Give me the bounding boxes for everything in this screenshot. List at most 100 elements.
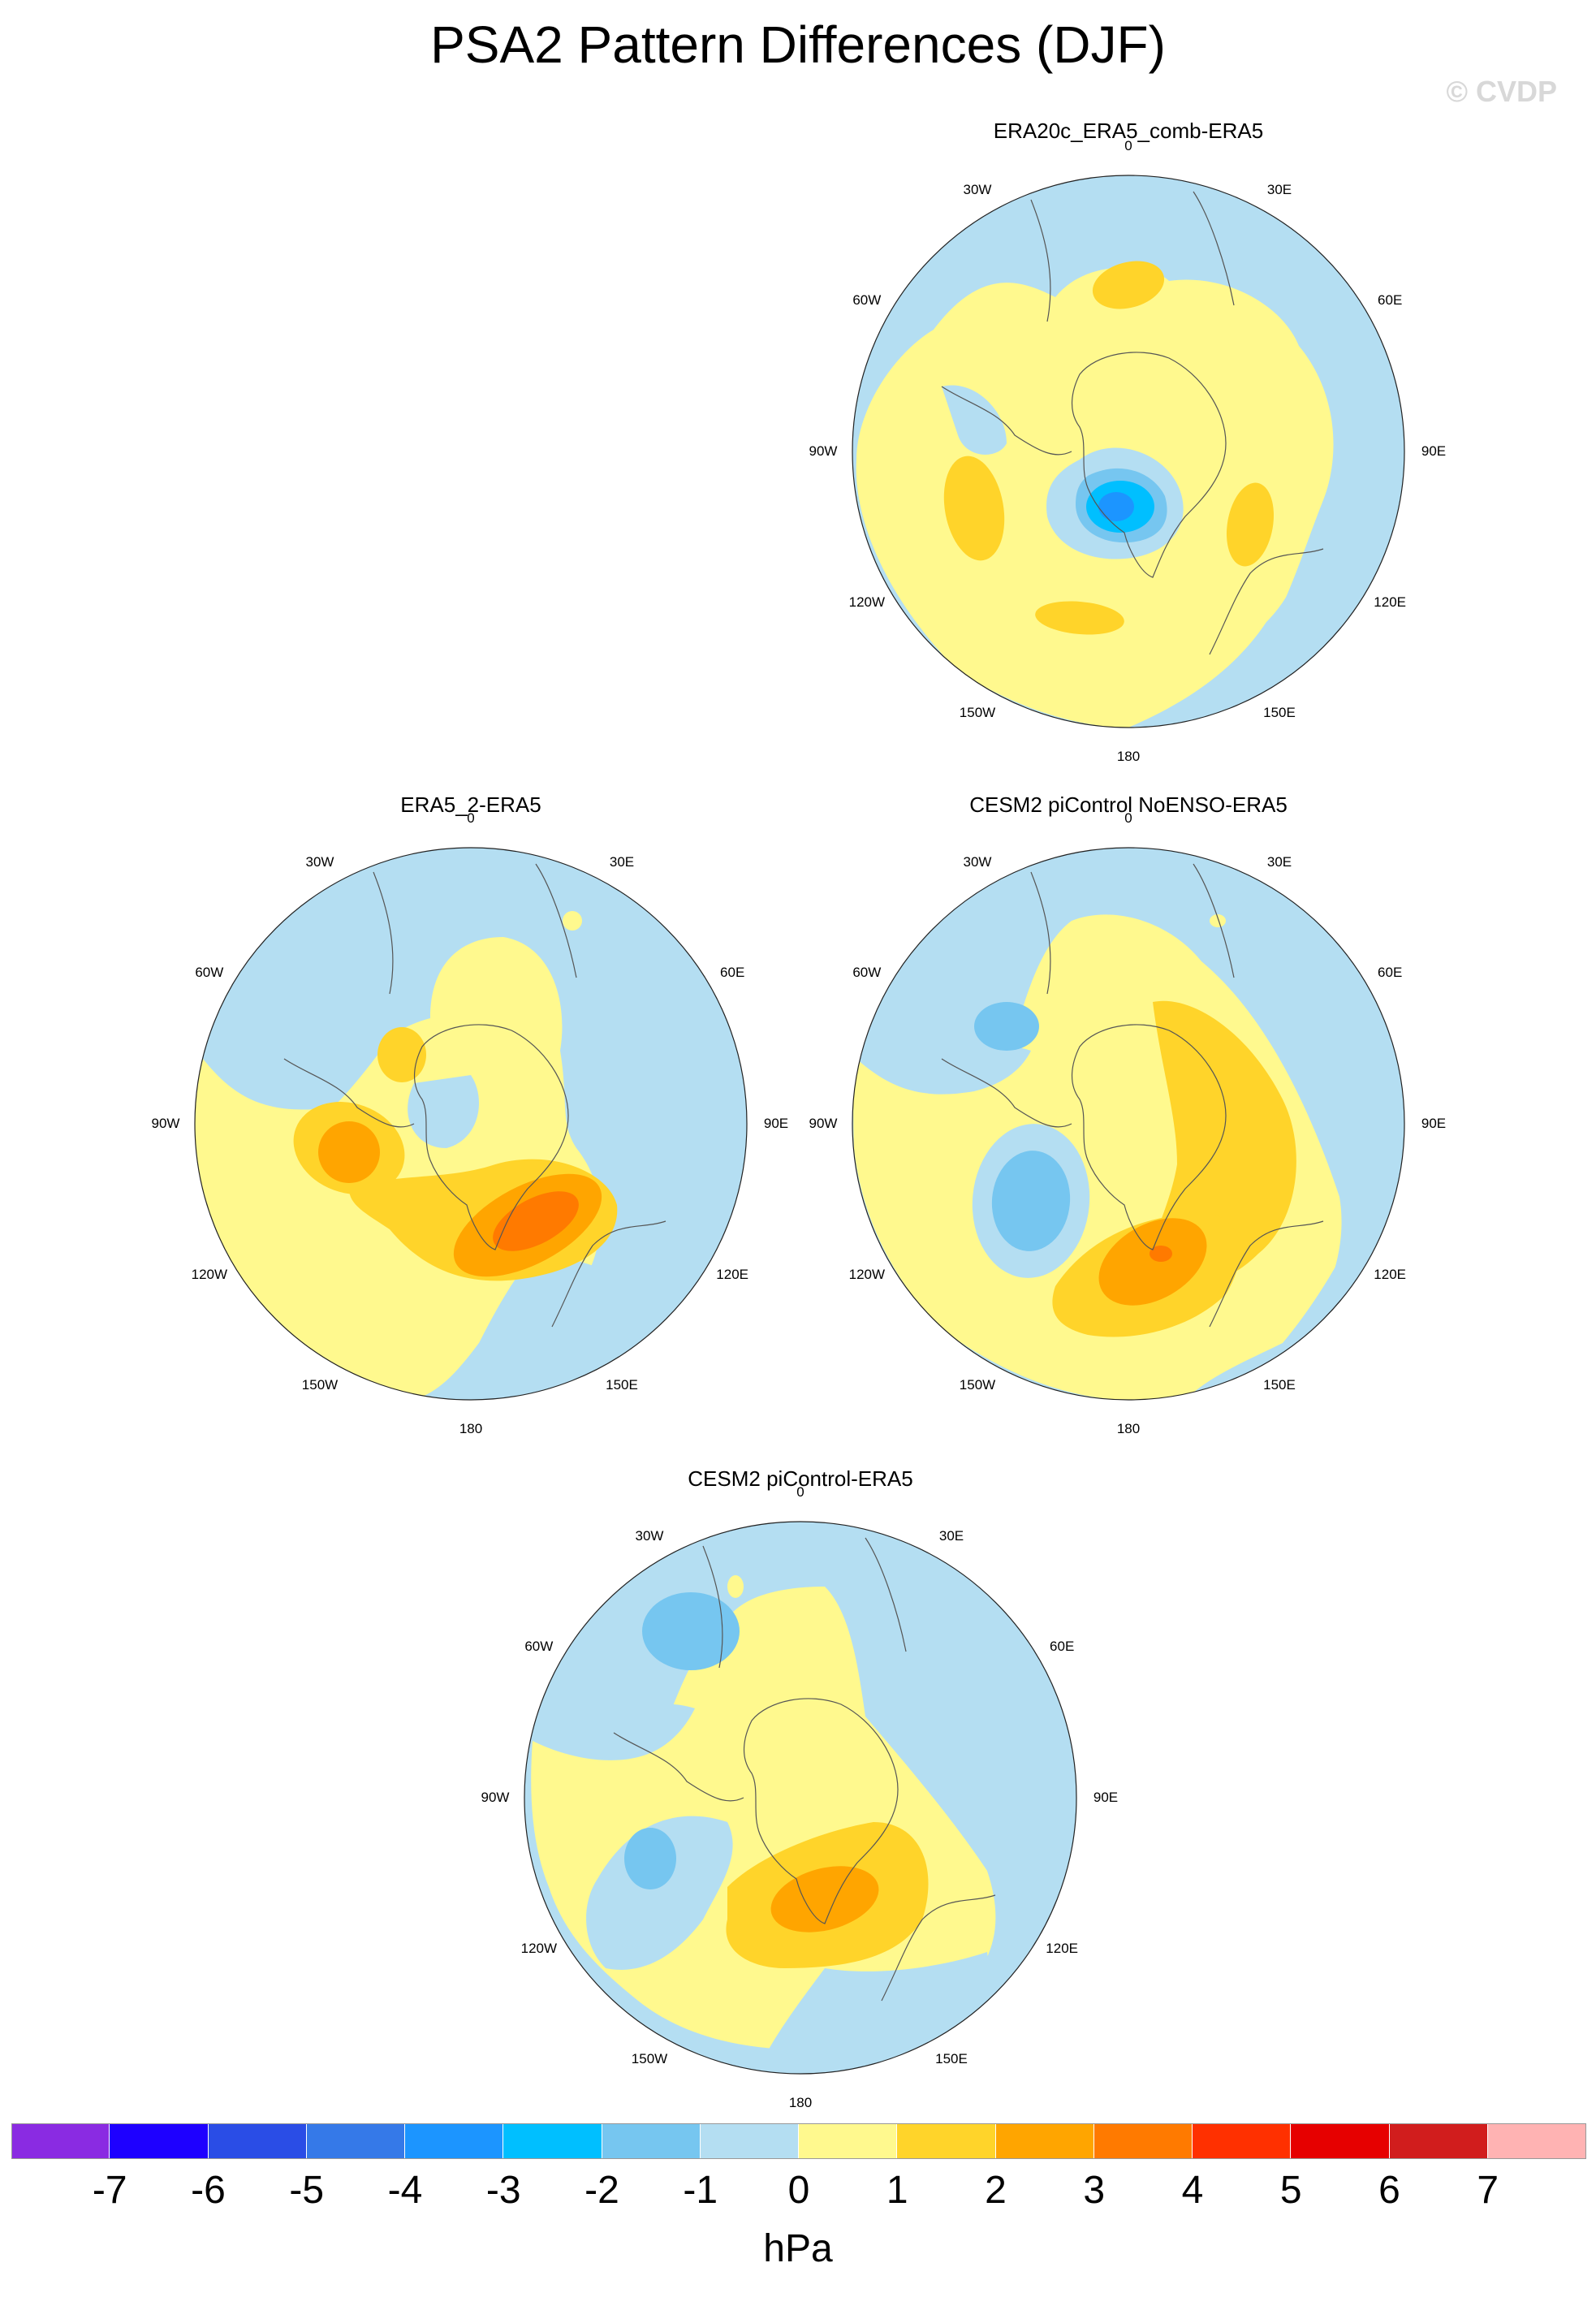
coastline [1193,863,1235,978]
longitude-label: 120W [191,1267,228,1282]
coastline [551,1220,666,1328]
colorbar-box [700,2123,799,2159]
colorbar-tick-label: -6 [191,2169,226,2212]
longitude-label: 120W [848,1267,886,1282]
longitude-label: 150E [606,1377,638,1393]
contour-region [1210,914,1226,927]
longitude-label: 120E [1046,1941,1079,1956]
longitude-label: 120W [520,1941,558,1956]
longitude-label: 30E [1266,181,1292,197]
longitude-label: 30W [305,853,334,870]
polar-map-cesm2-noenso [852,847,1405,1401]
longitude-label: 90W [151,1116,180,1131]
longitude-label: 150W [959,1377,996,1393]
colorbar-tick-label: -4 [387,2169,423,2212]
longitude-label: 150E [1263,705,1296,721]
longitude-label: 90E [1093,1790,1119,1805]
coastline [881,1894,996,2002]
longitude-label: 30W [963,181,992,197]
colorbar-box [1193,2123,1292,2159]
longitude-label: 90W [809,1116,838,1131]
colorbar-tick-label: 2 [985,2169,1007,2212]
colorbar-box [1389,2123,1488,2159]
colorbar-box [503,2123,602,2159]
contour-region [942,385,1007,455]
panel-title-cesm2-noenso: CESM2 piControl NoENSO-ERA5 [969,792,1288,817]
polar-map-era20c [852,175,1405,728]
longitude-label: 90E [1421,1116,1447,1131]
colorbar-box [306,2123,405,2159]
coastline [413,1024,569,1250]
contour-region [856,1043,1031,1095]
coastline [865,1537,907,1652]
longitude-label: 180 [1116,1421,1141,1436]
longitude-label: 150E [1263,1377,1296,1393]
coastline [613,1732,744,1802]
longitude-label: 0 [1124,810,1132,826]
longitude-label: 60E [1378,965,1403,980]
colorbar-tick-label: -5 [289,2169,325,2212]
contour-region [1150,1246,1172,1262]
contour-region [974,1002,1039,1051]
coastline [1030,871,1051,995]
coastline [1071,1024,1227,1250]
coastline [941,1058,1072,1128]
colorbar-tick-label: -1 [683,2169,718,2212]
colorbar-tick-label: -2 [584,2169,619,2212]
contour-region [1098,1218,1207,1306]
panel-title-era20c: ERA20c_ERA5_comb-ERA5 [993,119,1264,143]
longitude-label: 60W [524,1639,554,1654]
longitude-label: 120E [1374,1267,1407,1282]
contour-region [943,456,1005,561]
coastline [941,386,1072,456]
coastline [743,1698,899,1924]
colorbar-tick-label: 5 [1279,2169,1302,2212]
colorbar-tick-label: 4 [1181,2169,1204,2212]
colorbar-box [110,2123,209,2159]
map-boundary [852,175,1405,728]
panel-title-era5-2: ERA5_2-ERA5 [400,792,541,817]
longitude-label: 90W [481,1790,510,1805]
coastline [283,1058,415,1128]
longitude-label: 180 [1116,749,1141,764]
colorbar [11,2123,1586,2159]
contour-region [408,1075,479,1148]
contour-region [318,1121,380,1183]
contour-region [467,1259,641,1400]
coastline [1193,191,1235,306]
longitude-label: 30W [963,853,992,870]
contour-region [1150,1000,1296,1285]
contour-region [1226,482,1275,567]
coastline [535,863,577,978]
colorbar-tick-label: 1 [886,2169,908,2212]
longitude-label: 0 [1124,138,1132,153]
longitude-label: 120W [848,594,886,610]
longitude-label: 90W [809,443,838,459]
longitude-label: 30W [635,1527,664,1544]
figure-title: PSA2 Pattern Differences (DJF) [430,15,1166,74]
coastline [702,1545,723,1669]
longitude-label: 30E [609,853,635,870]
contour-region [1201,500,1336,728]
colorbar-tick-label: 3 [1083,2169,1106,2212]
colorbar-box [1291,2123,1390,2159]
longitude-label: 60E [1050,1639,1075,1654]
cvdp-watermark: © CVDP [1446,75,1557,108]
contour-region [642,1592,740,1670]
longitude-label: 90E [1421,443,1447,459]
colorbar-box [208,2123,307,2159]
longitude-label: 150E [935,2051,968,2067]
longitude-label: 150W [959,705,996,721]
contour-region [1098,492,1134,521]
colorbar-box [11,2123,110,2159]
coastline [1071,352,1227,578]
longitude-label: 60E [1378,292,1403,308]
coastline [373,871,394,995]
colorbar-box [1093,2123,1193,2159]
colorbar-tick-label: 7 [1477,2169,1499,2212]
longitude-label: 0 [467,810,475,826]
coastline [1030,199,1051,322]
contour-region [533,1704,695,1760]
colorbar-box [897,2123,996,2159]
colorbar-box [1487,2123,1586,2159]
